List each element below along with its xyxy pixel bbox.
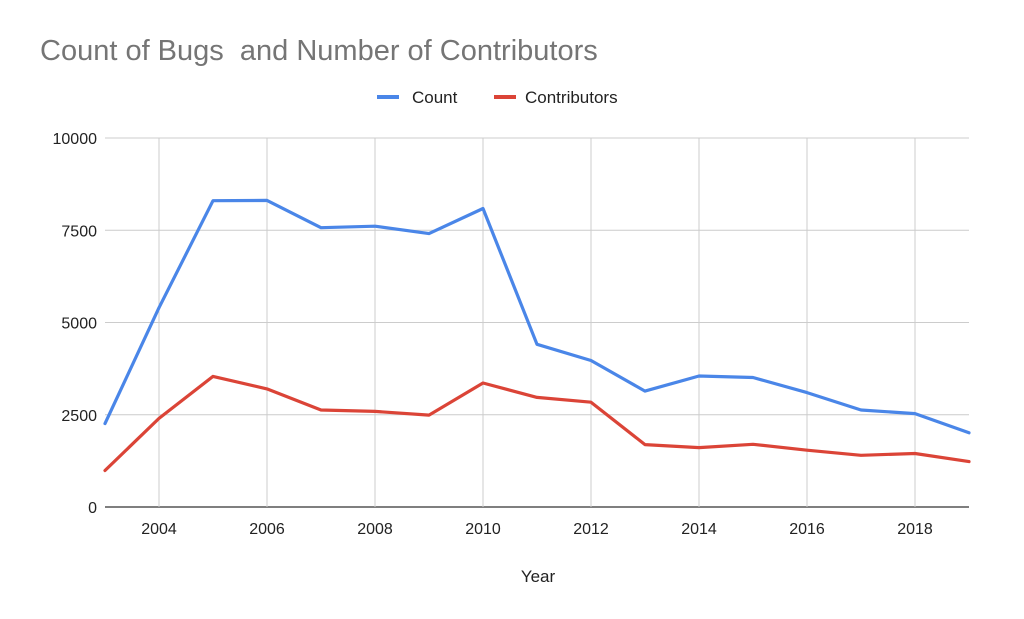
data-point-contributors[interactable]	[209, 372, 217, 380]
x-axis: 2004 2006 2008 2010 2012 2014 2016 2018	[141, 521, 933, 538]
data-point-count[interactable]	[965, 429, 973, 437]
data-point-count[interactable]	[317, 224, 325, 232]
data-point-count[interactable]	[587, 357, 595, 365]
y-axis: 0 2500 5000 7500 10000	[53, 131, 98, 517]
legend-item-count[interactable]: Count	[377, 88, 458, 107]
y-tick-label: 5000	[61, 316, 97, 333]
y-tick-label: 10000	[53, 131, 98, 148]
y-tick-label: 0	[88, 500, 97, 517]
data-point-contributors[interactable]	[587, 398, 595, 406]
chart-title: Count of Bugs and Number of Contributors	[40, 35, 598, 67]
legend-label-contributors: Contributors	[525, 88, 618, 107]
series-line-count[interactable]	[103, 198, 971, 435]
data-point-contributors[interactable]	[371, 407, 379, 415]
x-tick-label: 2004	[141, 521, 177, 538]
data-point-count[interactable]	[803, 389, 811, 397]
data-point-contributors[interactable]	[155, 414, 163, 422]
data-point-count[interactable]	[425, 230, 433, 238]
data-point-count[interactable]	[101, 420, 109, 428]
gridlines	[105, 137, 969, 508]
y-tick-label: 2500	[61, 408, 97, 425]
data-point-count[interactable]	[641, 387, 649, 395]
data-point-contributors[interactable]	[317, 406, 325, 414]
data-point-contributors[interactable]	[695, 444, 703, 452]
x-tick-label: 2014	[681, 521, 717, 538]
x-tick-label: 2010	[465, 521, 501, 538]
data-point-count[interactable]	[155, 304, 163, 312]
data-point-contributors[interactable]	[533, 393, 541, 401]
data-point-count[interactable]	[263, 196, 271, 204]
data-point-contributors[interactable]	[641, 441, 649, 449]
data-point-contributors[interactable]	[479, 379, 487, 387]
legend: Count Contributors	[377, 88, 618, 107]
data-point-contributors[interactable]	[857, 451, 865, 459]
x-tick-label: 2012	[573, 521, 609, 538]
data-point-count[interactable]	[371, 222, 379, 230]
x-tick-label: 2008	[357, 521, 393, 538]
y-tick-label: 7500	[61, 223, 97, 240]
data-point-contributors[interactable]	[101, 467, 109, 475]
data-point-count[interactable]	[749, 374, 757, 382]
data-point-count[interactable]	[857, 406, 865, 414]
legend-item-contributors[interactable]: Contributors	[494, 88, 618, 107]
data-point-contributors[interactable]	[965, 458, 973, 466]
data-point-contributors[interactable]	[425, 411, 433, 419]
data-point-count[interactable]	[479, 205, 487, 213]
x-tick-label: 2016	[789, 521, 825, 538]
series-lines	[101, 196, 973, 475]
data-point-count[interactable]	[533, 340, 541, 348]
data-point-contributors[interactable]	[749, 440, 757, 448]
data-point-contributors[interactable]	[911, 450, 919, 458]
series-line-contributors[interactable]	[103, 374, 971, 473]
data-point-contributors[interactable]	[803, 446, 811, 454]
x-tick-label: 2006	[249, 521, 285, 538]
data-point-count[interactable]	[695, 372, 703, 380]
data-point-contributors[interactable]	[263, 385, 271, 393]
data-point-count[interactable]	[209, 197, 217, 205]
x-axis-title: Year	[521, 567, 556, 586]
legend-label-count: Count	[412, 88, 458, 107]
data-point-count[interactable]	[911, 410, 919, 418]
x-tick-label: 2018	[897, 521, 933, 538]
